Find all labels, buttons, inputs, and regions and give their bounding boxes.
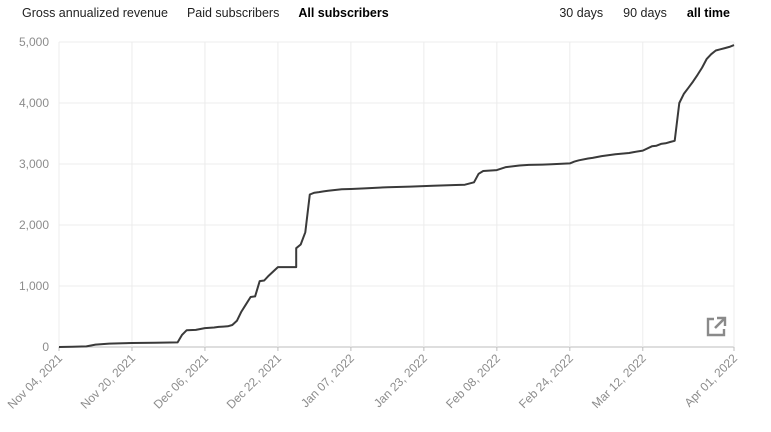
x-tick-label: Feb 24, 2022 <box>516 351 576 411</box>
external-link-icon[interactable] <box>704 315 728 339</box>
range-selector: 30 days 90 days all time <box>559 6 730 20</box>
x-tick-label: Apr 01, 2022 <box>682 351 741 410</box>
series-layer <box>58 44 735 348</box>
y-tick-label: 5,000 <box>19 35 49 49</box>
x-tick-label: Nov 04, 2021 <box>5 351 66 412</box>
y-tick-label: 4,000 <box>19 96 49 110</box>
range-30-days[interactable]: 30 days <box>559 6 604 20</box>
y-tick-label: 1,000 <box>19 279 49 293</box>
tab-all-subscribers[interactable]: All subscribers <box>298 6 389 20</box>
external-link-glyph <box>706 316 727 337</box>
x-axis: Nov 04, 2021 Nov 20, 2021 Dec 06, 2021 Dec … <box>5 347 741 412</box>
y-tick-label: 2,000 <box>19 218 49 232</box>
y-axis: 5,000 4,000 3,000 2,000 1,000 0 <box>19 35 49 354</box>
series-line-all-subscribers <box>58 44 735 348</box>
x-tick-label: Feb 08, 2022 <box>443 351 503 411</box>
range-90-days[interactable]: 90 days <box>623 6 667 20</box>
tab-gross-annualized-revenue[interactable]: Gross annualized revenue <box>22 6 168 20</box>
x-tick-label: Dec 22, 2021 <box>224 351 285 412</box>
y-tick-label: 3,000 <box>19 157 49 171</box>
x-tick-label: Mar 12, 2022 <box>589 351 649 411</box>
x-tick-label: Jan 23, 2022 <box>371 351 430 410</box>
x-tick-label: Nov 20, 2021 <box>78 351 139 412</box>
x-tick-label: Dec 06, 2021 <box>151 351 212 412</box>
range-all-time[interactable]: all time <box>686 6 730 20</box>
metric-tabs: Gross annualized revenue Paid subscriber… <box>22 6 389 20</box>
tab-paid-subscribers[interactable]: Paid subscribers <box>186 6 280 20</box>
y-tick-label: 0 <box>42 340 49 354</box>
chart-grid <box>58 41 735 348</box>
x-tick-label: Jan 07, 2022 <box>298 351 357 410</box>
